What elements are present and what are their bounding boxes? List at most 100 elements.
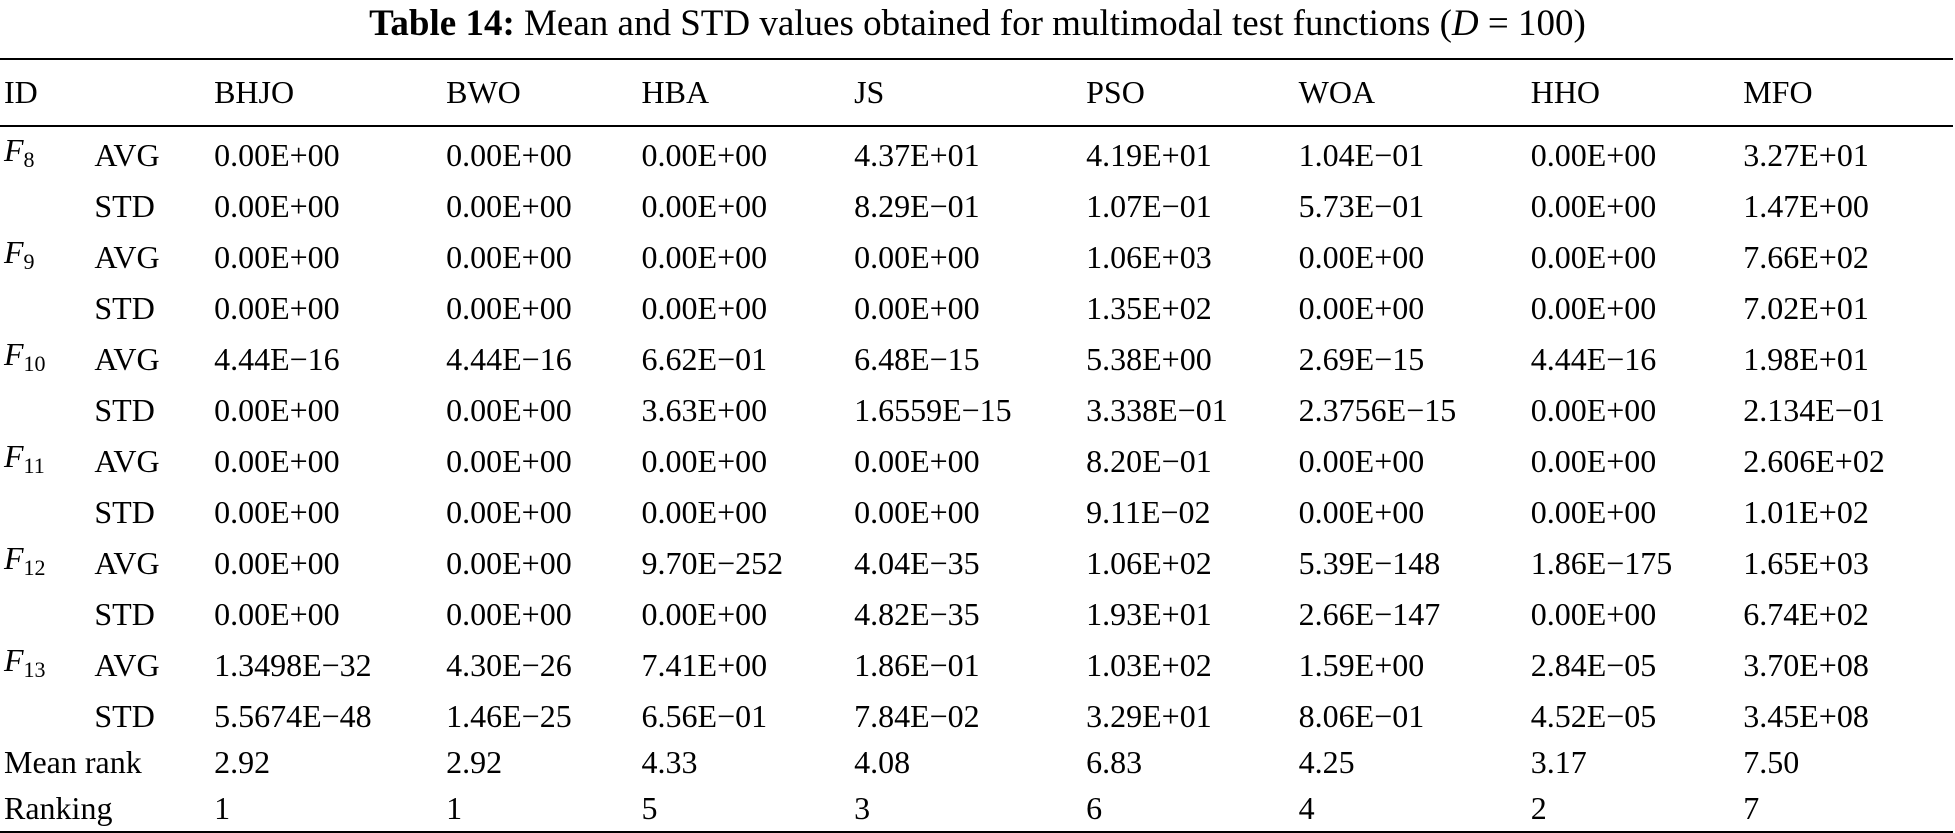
value-cell: 7.66E+02 bbox=[1743, 239, 1869, 275]
summary-value: 4.33 bbox=[641, 744, 698, 780]
value-cell: 1.6559E−15 bbox=[854, 392, 1012, 428]
value-cell: 0.00E+00 bbox=[1530, 596, 1657, 632]
function-id: F10 bbox=[4, 336, 46, 376]
value-cell: 5.5674E−48 bbox=[214, 698, 372, 734]
table-row: F10 AVG 4.44E−16 4.44E−16 6.62E−01 6.48E−15 5.… bbox=[0, 331, 1953, 387]
function-id: F11 bbox=[4, 438, 45, 478]
value-cell: 0.00E+00 bbox=[214, 545, 340, 581]
summary-value: 3 bbox=[850, 785, 1083, 833]
value-cell: 0.00E+00 bbox=[641, 443, 768, 479]
value-cell: 3.27E+01 bbox=[1743, 137, 1869, 173]
value-cell: 0.00E+00 bbox=[446, 443, 572, 479]
stat-label: AVG bbox=[94, 137, 160, 173]
function-index: 9 bbox=[23, 249, 35, 274]
header-cell bbox=[90, 58, 211, 127]
caption-math-variable: D bbox=[1451, 3, 1479, 44]
summary-value: 5 bbox=[637, 785, 851, 833]
value-cell: 0.00E+00 bbox=[446, 494, 572, 530]
caption-math-rest: = 100) bbox=[1478, 3, 1586, 44]
function-id-cell bbox=[0, 489, 90, 535]
value-cell: 0.00E+00 bbox=[1530, 290, 1657, 326]
value-cell: 0.00E+00 bbox=[641, 188, 768, 224]
value-cell: 0.00E+00 bbox=[1530, 137, 1657, 173]
value-cell: 1.86E−01 bbox=[854, 647, 980, 683]
value-cell: 5.39E−148 bbox=[1298, 545, 1441, 581]
value-cell: 3.63E+00 bbox=[641, 392, 768, 428]
value-cell: 0.00E+00 bbox=[446, 239, 572, 275]
table-body: F8 AVG 0.00E+00 0.00E+00 0.00E+00 4.37E+01 4.1… bbox=[0, 126, 1953, 833]
function-id: F12 bbox=[4, 540, 46, 580]
value-cell: 0.00E+00 bbox=[1530, 239, 1657, 275]
value-cell: 8.20E−01 bbox=[1086, 443, 1212, 479]
value-cell: 1.46E−25 bbox=[446, 698, 572, 734]
table-row: F12 AVG 0.00E+00 0.00E+00 9.70E−252 4.04E−35 1… bbox=[0, 535, 1953, 591]
value-cell: 0.00E+00 bbox=[854, 290, 980, 326]
value-cell: 3.338E−01 bbox=[1086, 392, 1228, 428]
summary-value: 2.92 bbox=[446, 744, 503, 780]
value-cell: 1.07E−01 bbox=[1086, 188, 1212, 224]
caption-label: Table 14: bbox=[369, 3, 515, 44]
function-letter: F bbox=[4, 540, 24, 576]
value-cell: 0.00E+00 bbox=[641, 137, 768, 173]
value-cell: 1.47E+00 bbox=[1743, 188, 1869, 224]
value-cell: 5.73E−01 bbox=[1298, 188, 1425, 224]
value-cell: 0.00E+00 bbox=[214, 188, 340, 224]
summary-value: 6 bbox=[1082, 785, 1295, 833]
value-cell: 2.66E−147 bbox=[1298, 596, 1441, 632]
stat-label: AVG bbox=[94, 443, 160, 479]
function-index: 11 bbox=[23, 453, 45, 478]
value-cell: 6.62E−01 bbox=[641, 341, 768, 377]
value-cell: 1.59E+00 bbox=[1298, 647, 1425, 683]
stat-label: AVG bbox=[94, 545, 160, 581]
summary-value: 4 bbox=[1294, 785, 1527, 833]
value-cell: 0.00E+00 bbox=[1530, 392, 1657, 428]
header-cell: JS bbox=[850, 58, 1083, 127]
function-index: 8 bbox=[23, 147, 35, 172]
summary-value: 4.08 bbox=[854, 744, 911, 780]
value-cell: 1.93E+01 bbox=[1086, 596, 1212, 632]
value-cell: 0.00E+00 bbox=[1530, 188, 1657, 224]
stat-label: STD bbox=[94, 188, 155, 224]
value-cell: 7.41E+00 bbox=[641, 647, 768, 683]
function-id: F9 bbox=[4, 234, 35, 274]
value-cell: 3.29E+01 bbox=[1086, 698, 1212, 734]
value-cell: 4.52E−05 bbox=[1530, 698, 1657, 734]
value-cell: 1.04E−01 bbox=[1298, 137, 1425, 173]
function-id-cell bbox=[0, 387, 90, 433]
value-cell: 7.02E+01 bbox=[1743, 290, 1869, 326]
table-row: STD 0.00E+00 0.00E+00 3.63E+00 1.6559E−15 3.3… bbox=[0, 387, 1953, 433]
value-cell: 0.00E+00 bbox=[214, 137, 340, 173]
value-cell: 0.00E+00 bbox=[641, 494, 768, 530]
value-cell: 0.00E+00 bbox=[214, 239, 340, 275]
value-cell: 0.00E+00 bbox=[1298, 239, 1425, 275]
value-cell: 1.03E+02 bbox=[1086, 647, 1212, 683]
header-cell: BWO bbox=[442, 58, 638, 127]
header-cell: BHJO bbox=[210, 58, 443, 127]
value-cell: 1.06E+03 bbox=[1086, 239, 1212, 275]
function-id-cell bbox=[0, 693, 90, 739]
stat-label: STD bbox=[94, 392, 155, 428]
value-cell: 9.70E−252 bbox=[641, 545, 784, 581]
summary-value: 2 bbox=[1526, 785, 1740, 833]
function-id-cell: F13 bbox=[0, 637, 90, 693]
function-id-cell bbox=[0, 591, 90, 637]
summary-value: 2.92 bbox=[214, 744, 271, 780]
value-cell: 1.86E−175 bbox=[1530, 545, 1673, 581]
function-id-cell: F8 bbox=[0, 126, 90, 183]
function-letter: F bbox=[4, 132, 24, 168]
value-cell: 2.134E−01 bbox=[1743, 392, 1885, 428]
table-row: STD 0.00E+00 0.00E+00 0.00E+00 0.00E+00 9.11E… bbox=[0, 489, 1953, 535]
function-letter: F bbox=[4, 234, 24, 270]
summary-value: 1 bbox=[442, 785, 638, 833]
value-cell: 2.606E+02 bbox=[1743, 443, 1885, 479]
header-cell: MFO bbox=[1739, 58, 1953, 127]
summary-value: 3.17 bbox=[1530, 744, 1587, 780]
function-letter: F bbox=[4, 642, 24, 678]
summary-row: Ranking 1 1 5 3 6 4 2 7 bbox=[0, 785, 1953, 833]
value-cell: 1.65E+03 bbox=[1743, 545, 1869, 581]
value-cell: 4.44E−16 bbox=[1530, 341, 1657, 377]
table-row: STD 0.00E+00 0.00E+00 0.00E+00 0.00E+00 1.35E… bbox=[0, 285, 1953, 331]
value-cell: 5.38E+00 bbox=[1086, 341, 1212, 377]
value-cell: 3.70E+08 bbox=[1743, 647, 1869, 683]
value-cell: 6.48E−15 bbox=[854, 341, 980, 377]
